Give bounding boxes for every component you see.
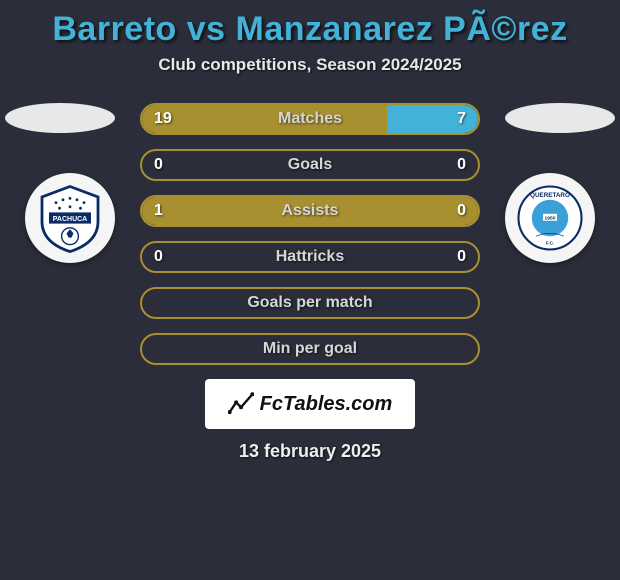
player-photo-left [5,103,115,133]
stat-label: Goals [142,156,478,174]
page-title: Barreto vs Manzanarez PÃ©rez [0,0,620,49]
stat-bar: 197Matches [140,103,480,135]
date-label: 13 february 2025 [0,441,620,462]
fctables-logo-icon [228,391,254,417]
queretaro-crest-icon: QUERETARO 1950 F.C. [515,183,585,253]
svg-text:F.C.: F.C. [546,241,555,247]
svg-text:PACHUCA: PACHUCA [53,216,87,223]
player-photo-right [505,103,615,133]
stat-bar: Min per goal [140,333,480,365]
svg-text:1950: 1950 [545,215,556,221]
stat-label: Hattricks [142,248,478,266]
stat-label: Min per goal [142,340,478,358]
subtitle: Club competitions, Season 2024/2025 [0,55,620,75]
club-crest-right: QUERETARO 1950 F.C. [505,173,595,263]
stat-bar: 00Hattricks [140,241,480,273]
stat-label: Matches [142,110,478,128]
brand-text: FcTables.com [260,393,393,416]
stat-bar: Goals per match [140,287,480,319]
stat-bar: 00Goals [140,149,480,181]
stat-label: Goals per match [142,294,478,312]
svg-text:QUERETARO: QUERETARO [530,192,570,199]
stat-bar: 10Assists [140,195,480,227]
stat-label: Assists [142,202,478,220]
club-crest-left: PACHUCA [25,173,115,263]
stat-bars-container: 197Matches 00Goals 10Assists 00Hattricks Goa… [140,103,480,365]
brand-badge: FcTables.com [205,379,415,429]
comparison-panel: PACHUCA QUERETARO 1950 F.C. 197Matches 00… [0,103,620,365]
pachuca-crest-icon: PACHUCA [35,183,105,253]
